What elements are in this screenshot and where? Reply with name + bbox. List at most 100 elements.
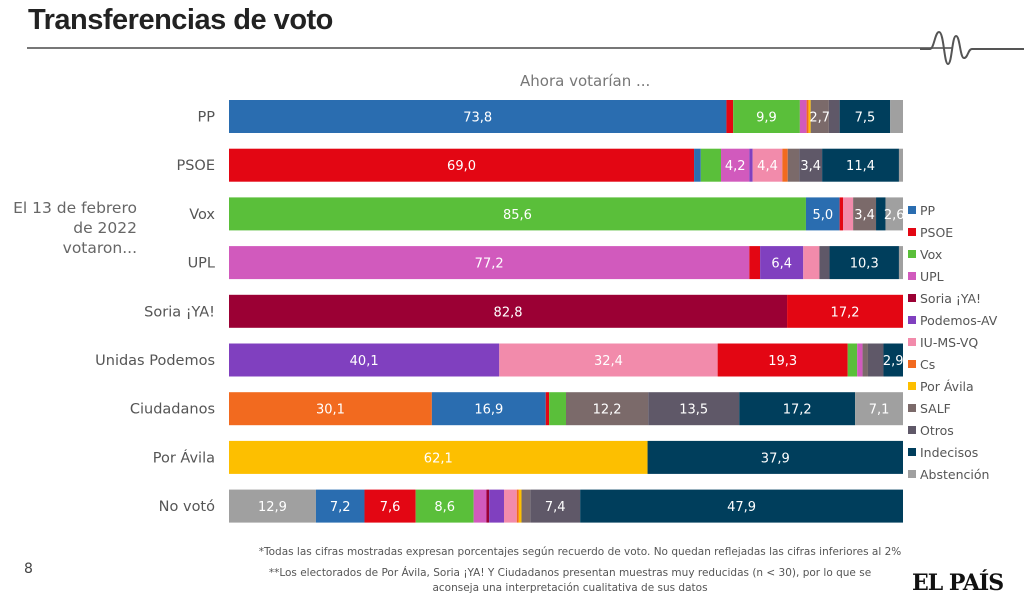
bar-segment	[803, 246, 820, 280]
legend-swatch	[908, 294, 916, 302]
legend-item: IU-MS-VQ	[908, 331, 997, 353]
data-label: 85,6	[503, 208, 532, 223]
data-label: 9,9	[756, 111, 777, 126]
data-label: 32,4	[594, 354, 623, 369]
bar-segment	[521, 489, 531, 523]
page-title: Transferencias de voto	[28, 4, 333, 36]
legend-item: Indecisos	[908, 441, 997, 463]
bar-segment	[229, 197, 806, 231]
bar-segment	[648, 392, 740, 426]
legend-label: Cs	[920, 356, 936, 372]
bar-segment	[839, 100, 891, 133]
wave-decoration-icon	[920, 30, 1024, 66]
legend-label: UPL	[920, 268, 944, 284]
data-label: 2,6	[884, 208, 905, 223]
bar-segment	[808, 100, 811, 133]
bar-segment	[499, 343, 718, 377]
bar-segment	[364, 489, 416, 523]
data-label: 12,9	[258, 500, 287, 515]
bar-segment	[489, 489, 504, 523]
category-label: Soria ¡YA!	[144, 304, 215, 320]
data-label: 7,2	[330, 500, 351, 515]
data-label: 17,2	[831, 305, 860, 320]
legend-swatch	[908, 426, 916, 434]
legend-swatch	[908, 228, 916, 236]
footnote-1: *Todas las cifras mostradas expresan por…	[258, 546, 902, 558]
bar-segment	[810, 100, 829, 133]
bar-segment	[518, 489, 522, 523]
legend-item: UPL	[908, 265, 997, 287]
bar-segment	[867, 343, 884, 377]
data-label: 17,2	[783, 403, 812, 418]
legend-swatch	[908, 316, 916, 324]
legend-swatch	[908, 360, 916, 368]
x-axis-label: Ahora votarían ...	[520, 72, 651, 90]
bar-segment	[805, 197, 840, 231]
data-label: 2,7	[809, 111, 830, 126]
bar-segment	[876, 197, 886, 231]
legend-label: Podemos-AV	[920, 312, 998, 328]
legend: PP PSOE Vox UPL Soria ¡YA! Podemos-AV IU-MS-VQ…	[908, 199, 997, 485]
legend-swatch	[908, 470, 916, 478]
bar-segment	[739, 392, 856, 426]
bar-segment	[828, 100, 840, 133]
bar-segment	[415, 489, 474, 523]
data-label: 4,4	[757, 159, 778, 174]
data-label: 11,4	[846, 159, 875, 174]
page-number: 8	[24, 561, 33, 577]
bar-segment	[853, 197, 877, 231]
bar-segment	[229, 440, 648, 474]
data-label: 62,1	[424, 451, 453, 466]
bar-segment	[229, 392, 432, 426]
legend-item: Podemos-AV	[908, 309, 997, 331]
bar-segment	[229, 489, 316, 523]
bar-segment	[883, 343, 903, 377]
bar-segment	[799, 148, 823, 182]
bar-segment	[862, 343, 868, 377]
data-label: 7,6	[380, 500, 401, 515]
data-label: 13,5	[679, 403, 708, 418]
data-label: 7,5	[855, 111, 876, 126]
legend-swatch	[908, 250, 916, 258]
data-label: 6,4	[771, 257, 792, 272]
bar-segment	[799, 100, 807, 133]
legend-label: PSOE	[920, 224, 954, 240]
category-label: No votó	[159, 499, 215, 515]
bar-segment	[782, 148, 788, 182]
legend-item: Cs	[908, 353, 997, 375]
legend-item: Otros	[908, 419, 997, 441]
data-label: 16,9	[474, 403, 503, 418]
bar-segment	[819, 246, 830, 280]
bar-segment	[431, 392, 546, 426]
data-label: 4,2	[725, 159, 746, 174]
bar-segment	[749, 148, 753, 182]
legend-label: SALF	[920, 400, 951, 416]
legend-item: Por Ávila	[908, 375, 997, 397]
legend-item: PSOE	[908, 221, 997, 243]
legend-swatch	[908, 338, 916, 346]
category-label: Por Ávila	[153, 449, 215, 466]
legend-label: PP	[920, 202, 936, 218]
data-label: 47,9	[727, 500, 756, 515]
bar-segment	[700, 148, 722, 182]
bar-segment	[229, 343, 500, 377]
bar-segment	[733, 100, 800, 133]
data-label: 7,1	[869, 403, 890, 418]
data-label: 82,8	[494, 305, 523, 320]
data-label: 5,0	[812, 208, 833, 223]
bar-segment	[890, 100, 903, 133]
legend-label: Por Ávila	[920, 378, 974, 394]
bar-segment	[229, 100, 727, 133]
legend-swatch	[908, 448, 916, 456]
bar-segment	[898, 246, 903, 280]
data-label: 40,1	[350, 354, 379, 369]
category-label: PSOE	[176, 158, 215, 174]
bar-segment	[545, 392, 550, 426]
title-divider	[27, 47, 952, 49]
bar-segment	[752, 148, 783, 182]
bar-segment	[315, 489, 365, 523]
legend-item: SALF	[908, 397, 997, 419]
legend-item: Abstención	[908, 463, 997, 485]
bar-segment	[516, 489, 519, 523]
